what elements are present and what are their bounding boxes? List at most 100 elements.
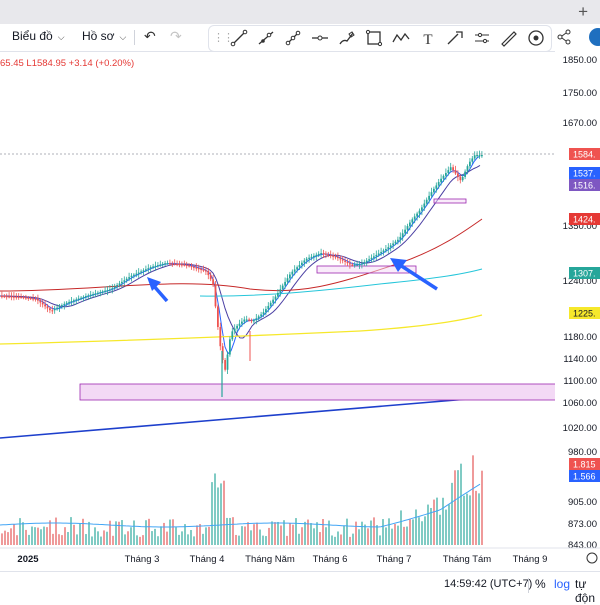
candle-body bbox=[137, 272, 140, 274]
arrow-annotation[interactable] bbox=[390, 258, 438, 291]
volume-bar bbox=[169, 519, 171, 545]
log-toggle[interactable]: log bbox=[554, 577, 571, 591]
volume-bar bbox=[370, 520, 372, 545]
volume-bar bbox=[130, 527, 132, 545]
candle-body bbox=[286, 278, 289, 282]
candle-body bbox=[274, 296, 277, 300]
trend-line-icon[interactable] bbox=[229, 29, 249, 47]
candle-body bbox=[226, 354, 229, 370]
volume-bar bbox=[433, 499, 435, 545]
percent-toggle[interactable]: % bbox=[535, 577, 546, 591]
profile-dropdown[interactable]: Hồ sơ ⌵ bbox=[82, 29, 126, 43]
volume-bar bbox=[202, 533, 204, 545]
volume-bar bbox=[334, 536, 336, 545]
candle-body bbox=[430, 192, 433, 196]
brush-icon[interactable] bbox=[337, 29, 357, 47]
volume-bar bbox=[415, 509, 417, 545]
candle-body bbox=[61, 305, 63, 307]
chevron-down-icon: ⌵ bbox=[57, 32, 65, 42]
account-avatar[interactable] bbox=[589, 28, 600, 46]
volume-bar bbox=[229, 517, 231, 545]
candle-body bbox=[255, 318, 258, 321]
price-tick-label: 873.00 bbox=[568, 519, 597, 530]
candle-body bbox=[128, 277, 130, 279]
share-icon[interactable] bbox=[556, 29, 572, 45]
price-axis[interactable]: 1850.00 1750.00 1670.00 1350.00 1240.00 1180.… bbox=[563, 55, 597, 551]
candle-body bbox=[70, 301, 73, 303]
candle-body bbox=[22, 297, 25, 299]
support-zone[interactable] bbox=[79, 383, 571, 401]
volume-bar bbox=[253, 524, 255, 545]
volume-bar bbox=[241, 526, 243, 545]
chart-type-dropdown[interactable]: Biểu đồ ⌵ bbox=[12, 29, 65, 43]
price-chart[interactable]: 1850.00 1750.00 1670.00 1350.00 1240.00 1180.… bbox=[0, 51, 600, 571]
candle-body bbox=[301, 262, 303, 265]
volume-bar bbox=[262, 535, 264, 545]
undo-icon[interactable]: ↶ bbox=[144, 28, 156, 44]
price-tick-label: 1140.00 bbox=[563, 354, 597, 365]
candle-body bbox=[392, 243, 394, 246]
settings-icon[interactable] bbox=[586, 552, 598, 564]
volume-bar bbox=[112, 535, 114, 545]
volume-bar bbox=[142, 535, 144, 545]
ray-icon[interactable] bbox=[256, 29, 276, 47]
volume-bar bbox=[400, 510, 402, 545]
measure-icon[interactable] bbox=[472, 29, 492, 47]
price-tag bbox=[569, 470, 600, 482]
auto-scale-toggle[interactable]: tự độn bbox=[575, 577, 596, 605]
forecast-icon[interactable] bbox=[445, 29, 465, 47]
volume-bar bbox=[271, 521, 273, 545]
volume-bar bbox=[16, 535, 18, 545]
candle-body bbox=[80, 297, 82, 299]
candle-body bbox=[142, 270, 145, 272]
candle-body bbox=[8, 296, 10, 298]
candle-body bbox=[394, 241, 397, 244]
volume-ma-line bbox=[0, 483, 481, 528]
drag-handle-icon[interactable]: ⋮⋮ bbox=[213, 32, 234, 44]
volume-bar bbox=[52, 533, 54, 545]
info-line-icon[interactable] bbox=[283, 29, 303, 47]
candle-body bbox=[152, 266, 154, 268]
volume-bars bbox=[0, 455, 483, 545]
volume-bar bbox=[214, 473, 216, 545]
candle-body bbox=[73, 300, 75, 302]
volume-bar bbox=[394, 523, 396, 545]
profile-label: Hồ sơ bbox=[82, 29, 115, 43]
rectangle-icon[interactable] bbox=[364, 29, 384, 47]
time-axis[interactable]: 2025 Tháng 3 Tháng 4 Tháng Năm Tháng 6 Tháng … bbox=[17, 554, 547, 565]
volume-bar bbox=[295, 518, 297, 545]
bottom-bar: 14:59:42 (UTC+7) % log tự độn bbox=[0, 571, 600, 605]
candle-body bbox=[377, 253, 380, 255]
candle-body bbox=[212, 279, 214, 285]
candle-body bbox=[265, 309, 267, 313]
candle-body bbox=[123, 280, 126, 282]
candle-body bbox=[178, 264, 181, 266]
time-axis-label: Tháng Năm bbox=[245, 554, 295, 565]
arrow-annotation[interactable] bbox=[147, 277, 169, 303]
volume-bar bbox=[46, 527, 48, 545]
text-icon[interactable]: T bbox=[418, 29, 438, 47]
ruler-icon[interactable] bbox=[499, 29, 519, 47]
candle-body bbox=[334, 256, 337, 258]
volume-bar bbox=[55, 517, 57, 545]
pattern-icon[interactable] bbox=[391, 29, 411, 47]
candle-body bbox=[361, 263, 363, 265]
volume-bar bbox=[220, 483, 222, 545]
volume-bar bbox=[337, 531, 339, 545]
volume-bar bbox=[43, 526, 45, 545]
volume-bar bbox=[286, 535, 288, 545]
price-tick-label: 1060.00 bbox=[563, 398, 597, 409]
volume-bar bbox=[277, 521, 279, 545]
candle-body bbox=[15, 296, 18, 298]
ma-purple-line bbox=[0, 164, 481, 339]
clock-label[interactable]: 14:59:42 (UTC+7) bbox=[444, 578, 533, 590]
volume-bar bbox=[118, 521, 120, 545]
plus-icon[interactable]: + bbox=[578, 2, 588, 21]
breakout-box[interactable] bbox=[433, 198, 467, 204]
candle-body bbox=[262, 312, 265, 315]
eye-icon[interactable] bbox=[526, 29, 546, 47]
volume-bar bbox=[7, 532, 9, 545]
candle-body bbox=[20, 296, 22, 299]
volume-bar bbox=[148, 518, 150, 545]
horizontal-line-icon[interactable] bbox=[310, 29, 330, 47]
